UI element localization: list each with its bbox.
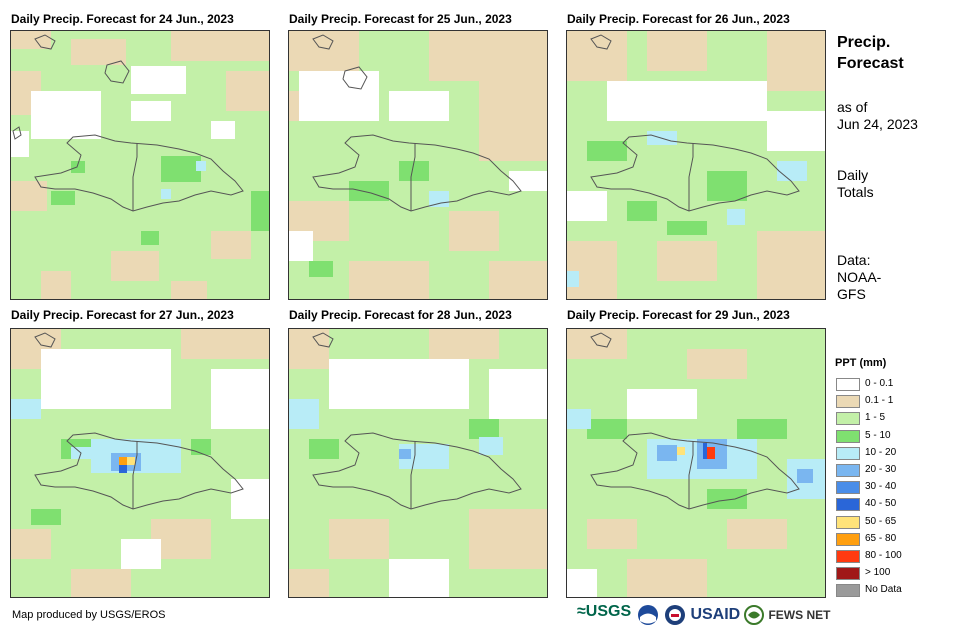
as-of-date: as of Jun 24, 2023	[837, 99, 918, 133]
legend-title: PPT (mm)	[835, 357, 887, 369]
forecast-map-4	[10, 328, 270, 598]
legend-swatch	[836, 515, 860, 529]
legend-label: 40 - 50	[865, 498, 897, 510]
totals-note: Daily Totals	[837, 167, 874, 201]
legend-swatch	[836, 464, 860, 477]
totals-line1: Daily	[837, 167, 869, 183]
map-credit: Map produced by USGS/EROS	[12, 609, 166, 621]
side-title: Precip. Forecast	[837, 32, 904, 74]
usaid-logo: USAID	[664, 604, 740, 626]
legend-label: 0.1 - 1	[865, 395, 894, 407]
forecast-map-6	[566, 328, 826, 598]
forecast-map-5	[288, 328, 548, 598]
forecast-map-3	[566, 30, 826, 300]
legend-swatch	[836, 532, 860, 546]
legend-swatch	[836, 481, 860, 495]
legend-label: > 100	[865, 567, 891, 579]
data-source-name-2: GFS	[837, 286, 866, 302]
legend-swatch	[836, 584, 860, 598]
fews-net-logo-text: FEWS NET	[768, 608, 831, 622]
forecast-map-1	[10, 30, 270, 300]
panel-title-4: Daily Precip. Forecast for 27 Jun., 2023	[11, 308, 234, 322]
noaa-logo	[637, 604, 659, 631]
panel-title-1: Daily Precip. Forecast for 24 Jun., 2023	[11, 12, 234, 26]
legend-label: 80 - 100	[865, 550, 902, 561]
data-source: Data: NOAA- GFS	[837, 252, 881, 303]
legend-swatch	[836, 429, 860, 443]
side-title-line2: Forecast	[837, 55, 904, 72]
legend-label: No Data	[865, 584, 902, 596]
fews-net-logo: FEWS NET	[744, 605, 830, 625]
legend-label: 65 - 80	[865, 532, 897, 544]
data-source-name-1: NOAA-	[837, 269, 882, 285]
usaid-seal-icon	[665, 605, 685, 625]
totals-line2: Totals	[837, 184, 874, 200]
legend-label: 20 - 30	[865, 464, 897, 475]
as-of-value: Jun 24, 2023	[837, 116, 918, 132]
legend-label: 5 - 10	[865, 429, 891, 441]
usgs-logo-text: USGS	[585, 603, 632, 620]
usaid-logo-text: USAID	[690, 606, 741, 623]
legend-swatch	[836, 378, 860, 391]
legend-swatch	[836, 498, 860, 512]
legend-swatch	[836, 446, 860, 460]
legend-label: 0 - 0.1	[865, 378, 894, 389]
legend-label: 1 - 5	[865, 412, 886, 424]
data-source-label: Data:	[837, 252, 871, 268]
legend-swatch	[836, 412, 860, 426]
noaa-emblem-icon	[638, 605, 658, 625]
panel-title-6: Daily Precip. Forecast for 29 Jun., 2023	[567, 308, 790, 322]
legend-swatch	[836, 395, 860, 409]
fews-globe-icon	[744, 605, 764, 625]
side-title-line1: Precip.	[837, 34, 891, 51]
panel-title-2: Daily Precip. Forecast for 25 Jun., 2023	[289, 12, 512, 26]
forecast-map-2	[288, 30, 548, 300]
panel-title-3: Daily Precip. Forecast for 26 Jun., 2023	[567, 12, 790, 26]
legend-label: 50 - 65	[865, 515, 897, 527]
legend-swatch	[836, 550, 860, 563]
as-of-label: as of	[837, 99, 868, 115]
legend-label: 30 - 40	[865, 481, 897, 493]
legend-label: 10 - 20	[865, 446, 897, 458]
panel-title-5: Daily Precip. Forecast for 28 Jun., 2023	[289, 308, 512, 322]
usgs-logo: ≈USGS	[577, 603, 631, 621]
usgs-wave-icon: ≈	[577, 603, 586, 620]
legend-swatch	[836, 567, 860, 581]
